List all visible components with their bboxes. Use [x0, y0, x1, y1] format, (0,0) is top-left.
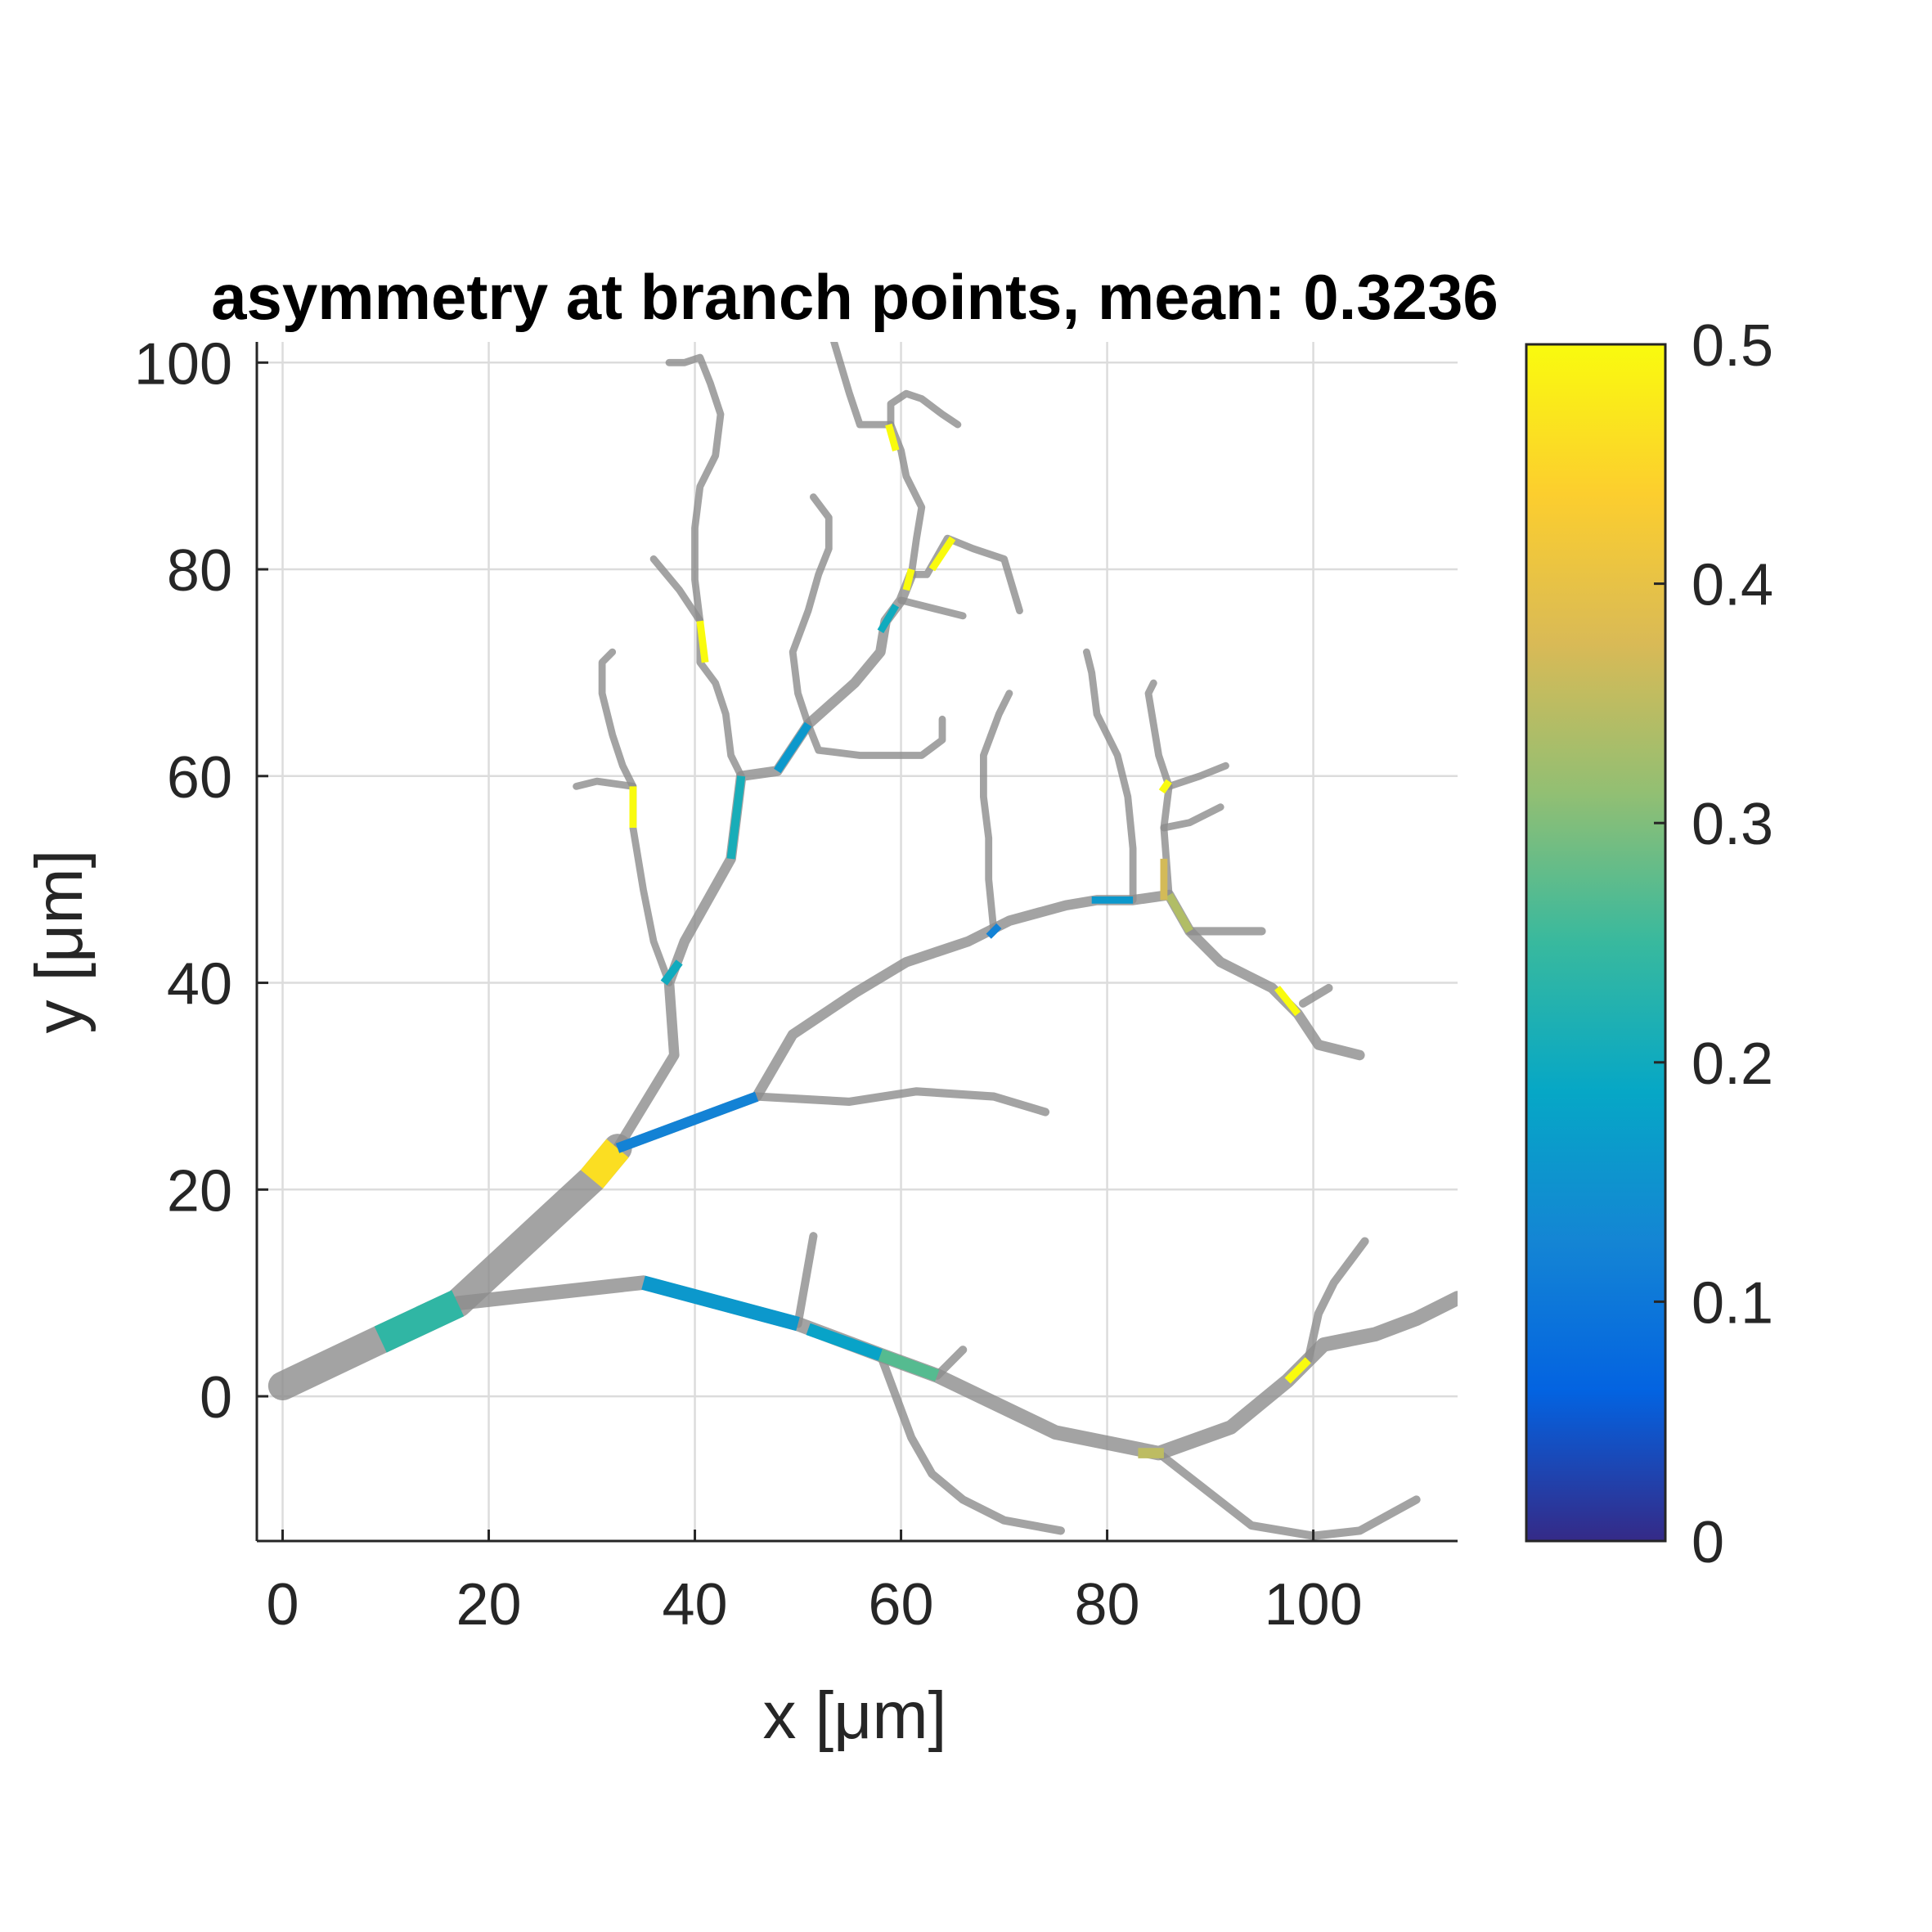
y-tick-label: 40: [167, 952, 232, 1018]
branch-point-segment: [641, 1275, 800, 1332]
colorbar-tick-label: 0.2: [1692, 1031, 1773, 1097]
tree-segment: [876, 1350, 1065, 1535]
branch-point-segment: [1284, 1357, 1311, 1384]
colorbar-ticks: 0 0.1 0.2 0.3 0.4 0.5: [1654, 313, 1773, 1575]
branch-point-segment: [877, 604, 900, 634]
colorbar-tick-label: 0.5: [1692, 313, 1773, 379]
tree-segment: [753, 1087, 1050, 1117]
colorbar: 0 0.1 0.2 0.3 0.4 0.5: [1525, 313, 1773, 1575]
x-axis-ticks: 0 20 40 60 80 100: [266, 1530, 1363, 1638]
x-tick-label: 0: [266, 1572, 299, 1638]
tree-segment: [907, 534, 1023, 614]
x-tick-label: 20: [456, 1572, 521, 1638]
branch-point-segment: [928, 536, 956, 572]
x-tick-label: 60: [869, 1572, 934, 1638]
branch-point-segments: [374, 423, 1311, 1458]
plot-area: 0 20 40 60 80 100 0 20 40 60 80 100: [134, 331, 1458, 1638]
tree-segment: [1165, 762, 1229, 790]
tree-segment: [1160, 803, 1224, 832]
tree-segment: [830, 342, 926, 578]
branch-point-segment: [660, 959, 683, 986]
colorbar-tick-label: 0.4: [1692, 553, 1773, 618]
axes-frame: [255, 342, 1458, 1543]
y-axis-ticks: 0 20 40 60 80 100: [134, 331, 268, 1431]
y-tick-label: 80: [167, 538, 232, 604]
tree-segment: [573, 777, 637, 790]
x-axis-label: x [μm]: [763, 1678, 947, 1753]
tree-segment: [1304, 1237, 1369, 1364]
branch-point-segment: [878, 1349, 940, 1382]
x-tick-label: 100: [1265, 1572, 1363, 1638]
tree-segment: [598, 648, 673, 986]
branch-point-segment: [1158, 779, 1172, 794]
branch-point-segment: [374, 1290, 465, 1353]
branch-point-segment: [615, 1091, 759, 1153]
colorbar-tick-label: 0.3: [1692, 792, 1773, 857]
branch-point-segment: [902, 568, 915, 591]
plot-background: [257, 342, 1458, 1541]
tree-segment: [649, 555, 704, 625]
branch-point-segment: [986, 923, 1002, 939]
x-tick-label: 80: [1075, 1572, 1140, 1638]
y-tick-label: 100: [134, 331, 232, 397]
branch-point-segment: [806, 1323, 883, 1361]
branch-point-segment: [696, 620, 709, 663]
tree-segment: [665, 353, 745, 780]
y-axis-label: y [μm]: [22, 850, 97, 1034]
tree-segment: [887, 389, 962, 429]
y-tick-label: 0: [200, 1365, 232, 1431]
chart-title: asymmetry at branch points, mean: 0.3236: [211, 261, 1498, 333]
y-tick-label: 20: [167, 1158, 232, 1224]
branch-point-segment: [580, 1139, 629, 1188]
branch-point-segment: [1165, 892, 1193, 933]
branch-point-segment: [774, 721, 812, 774]
tree-segment: [804, 715, 946, 759]
tree-segment: [980, 690, 1013, 935]
branch-point-segment: [726, 775, 746, 860]
tree-segment: [897, 596, 967, 620]
colorbar-tick-label: 0.1: [1692, 1270, 1773, 1336]
tree-segment: [793, 1232, 818, 1328]
tree-segment: [1083, 648, 1137, 904]
tree-segment: [789, 493, 833, 728]
x-tick-label: 40: [662, 1572, 727, 1638]
branch-point-segment: [1274, 986, 1301, 1017]
tree-segment: [1298, 983, 1333, 1008]
tree-segment: [932, 1346, 968, 1380]
branch-point-segment: [885, 423, 900, 452]
y-tick-label: 60: [167, 745, 232, 811]
colorbar-gradient: [1525, 343, 1667, 1543]
colorbar-tick-label: 0: [1692, 1510, 1724, 1575]
